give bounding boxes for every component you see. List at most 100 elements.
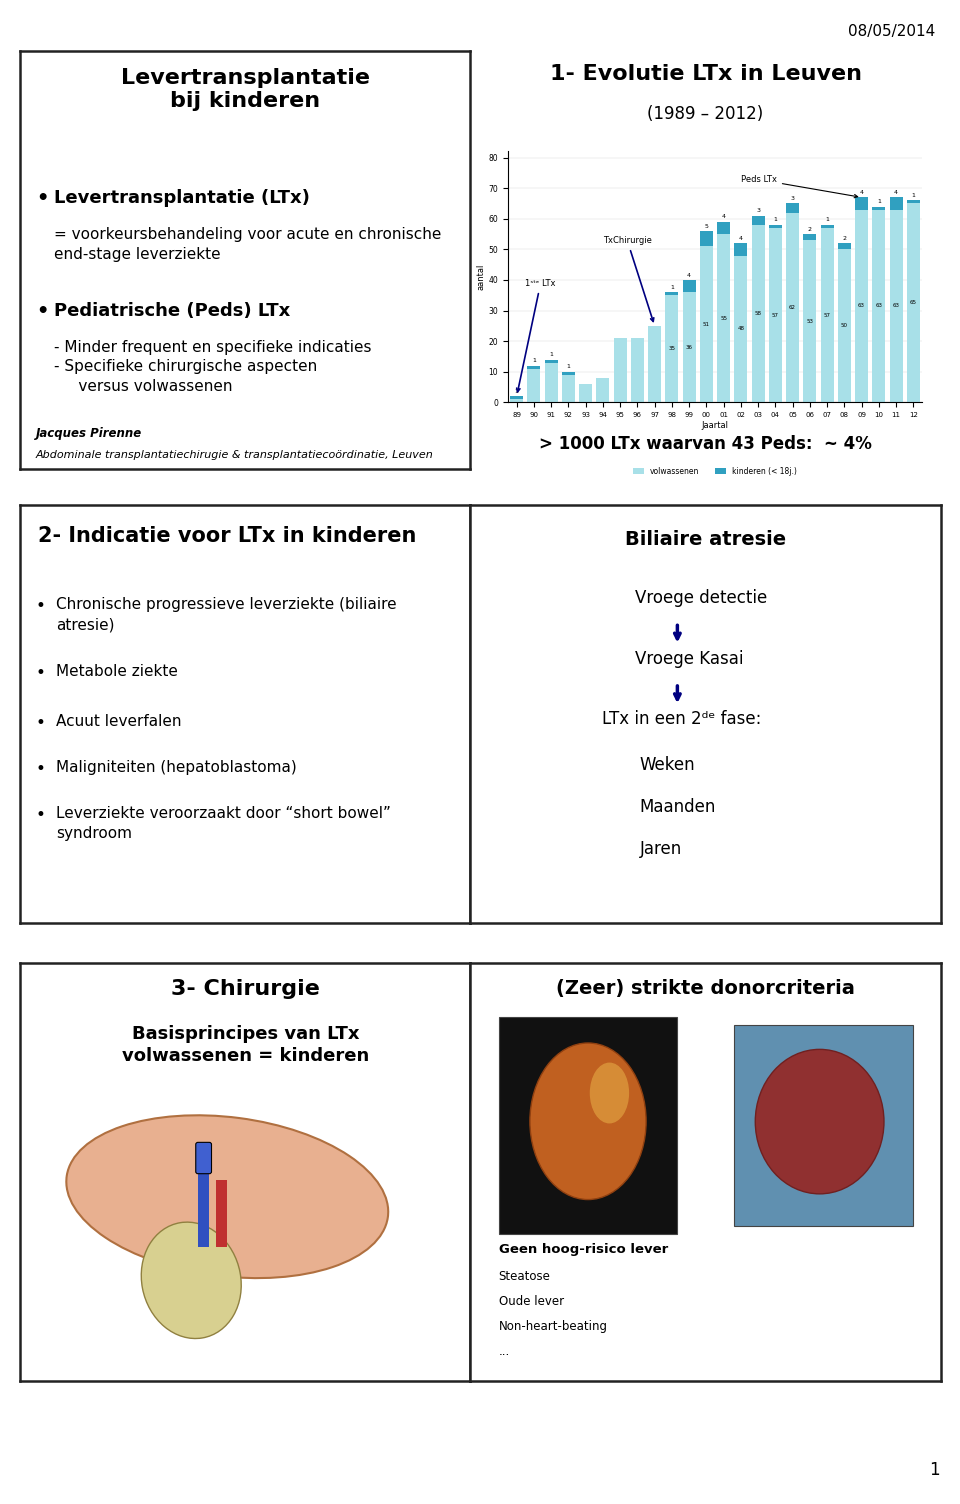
FancyBboxPatch shape [498, 1017, 678, 1235]
Text: 4: 4 [722, 215, 726, 220]
Text: 1ˢᵗᵉ LTx: 1ˢᵗᵉ LTx [516, 280, 556, 391]
X-axis label: Jaartal: Jaartal [702, 421, 729, 430]
Text: 63: 63 [893, 304, 900, 308]
Bar [821, 226, 833, 229]
Text: 50: 50 [841, 323, 848, 328]
Text: 36: 36 [685, 344, 692, 350]
Text: 55: 55 [720, 316, 727, 320]
Bar [838, 250, 851, 403]
Text: Levertransplantatie
bij kinderen: Levertransplantatie bij kinderen [121, 68, 370, 111]
Text: LTx in een 2ᵈᵉ fase:: LTx in een 2ᵈᵉ fase: [602, 710, 761, 728]
Bar [544, 362, 558, 403]
FancyBboxPatch shape [216, 1181, 228, 1247]
Bar [527, 368, 540, 403]
Bar [752, 215, 764, 226]
Bar [890, 197, 902, 209]
Text: Non-heart-beating: Non-heart-beating [498, 1321, 608, 1333]
Text: Leverziekte veroorzaakt door “short bowel”
syndroom: Leverziekte veroorzaakt door “short bowe… [57, 806, 391, 841]
Text: 1: 1 [876, 199, 881, 205]
Text: 35: 35 [668, 346, 676, 352]
Text: 62: 62 [789, 305, 796, 310]
Bar [769, 229, 781, 403]
Bar [890, 209, 902, 403]
Bar [683, 280, 696, 292]
Bar [786, 203, 799, 212]
Bar [648, 326, 661, 403]
Text: •: • [36, 761, 46, 779]
Bar [855, 209, 868, 403]
Text: Jacques Pirenne: Jacques Pirenne [36, 427, 142, 441]
Text: Maanden: Maanden [639, 799, 716, 817]
Text: Pediatrische (Peds) LTx: Pediatrische (Peds) LTx [54, 302, 290, 320]
Text: Acuut leverfalen: Acuut leverfalen [57, 714, 181, 729]
Bar [631, 338, 644, 403]
Text: Biliaire atresie: Biliaire atresie [625, 531, 786, 549]
Text: 1: 1 [515, 388, 518, 394]
Ellipse shape [141, 1223, 241, 1339]
Bar [838, 244, 851, 250]
Text: Vroege detectie: Vroege detectie [636, 590, 767, 608]
Text: Abdominale transplantatiechirugie & transplantatiecoördinatie, Leuven: Abdominale transplantatiechirugie & tran… [36, 450, 434, 460]
Ellipse shape [589, 1062, 629, 1123]
Bar [821, 229, 833, 403]
Text: 08/05/2014: 08/05/2014 [848, 24, 935, 39]
Text: 1- Evolutie LTx in Leuven: 1- Evolutie LTx in Leuven [549, 63, 861, 84]
Bar [855, 197, 868, 209]
Text: 1: 1 [774, 218, 778, 223]
Text: 58: 58 [755, 311, 761, 316]
Text: 63: 63 [876, 304, 882, 308]
Text: 4: 4 [687, 272, 691, 278]
Text: > 1000 LTx waarvan 43 Peds:  ~ 4%: > 1000 LTx waarvan 43 Peds: ~ 4% [540, 435, 872, 453]
FancyBboxPatch shape [733, 1026, 913, 1226]
Bar [613, 338, 627, 403]
Text: 1: 1 [826, 218, 829, 223]
Text: - Minder frequent en specifieke indicaties
- Specifieke chirurgische aspecten
  : - Minder frequent en specifieke indicati… [54, 340, 372, 394]
Text: Jaren: Jaren [639, 839, 682, 857]
Ellipse shape [236, 1161, 362, 1266]
Bar [734, 244, 747, 256]
Text: 5: 5 [705, 224, 708, 229]
Text: TxChirurgie: TxChirurgie [603, 236, 654, 322]
Bar [544, 359, 558, 362]
Text: 4: 4 [894, 190, 899, 196]
Text: 3: 3 [756, 208, 760, 214]
Text: 1: 1 [566, 364, 570, 370]
Text: Geen hoog-risico lever: Geen hoog-risico lever [498, 1242, 668, 1256]
Text: = voorkeursbehandeling voor acute en chronische
end-stage leverziekte: = voorkeursbehandeling voor acute en chr… [54, 227, 442, 262]
Bar [804, 241, 816, 403]
Text: •: • [36, 806, 46, 824]
Bar [665, 292, 679, 295]
Text: (1989 – 2012): (1989 – 2012) [647, 105, 764, 123]
Ellipse shape [66, 1116, 388, 1278]
Bar [665, 295, 679, 403]
Text: 4: 4 [859, 190, 864, 196]
Text: •: • [36, 190, 48, 208]
Text: 1: 1 [549, 352, 553, 356]
FancyBboxPatch shape [198, 1163, 209, 1247]
Bar [562, 374, 575, 403]
Text: Metabole ziekte: Metabole ziekte [57, 665, 178, 680]
Text: 1: 1 [911, 193, 915, 199]
Text: 4: 4 [739, 236, 743, 241]
Bar [907, 203, 920, 403]
Text: Weken: Weken [639, 757, 695, 775]
Text: 1: 1 [929, 1460, 940, 1478]
Text: 65: 65 [910, 301, 917, 305]
Text: 3- Chirurgie: 3- Chirurgie [171, 979, 320, 999]
Text: 53: 53 [806, 319, 813, 323]
Y-axis label: aantal: aantal [477, 263, 486, 290]
Text: Levertransplantatie (LTx): Levertransplantatie (LTx) [54, 190, 310, 208]
Ellipse shape [530, 1042, 646, 1200]
Text: 57: 57 [772, 313, 779, 317]
Text: 3: 3 [791, 196, 795, 202]
Bar [907, 200, 920, 203]
Text: (Zeer) strikte donorcriteria: (Zeer) strikte donorcriteria [556, 979, 855, 999]
Bar [873, 209, 885, 403]
Text: Steatose: Steatose [498, 1269, 550, 1283]
Bar [596, 378, 610, 403]
Legend: volwassenen, kinderen (< 18j.): volwassenen, kinderen (< 18j.) [630, 463, 801, 478]
Bar [804, 235, 816, 241]
FancyBboxPatch shape [196, 1143, 211, 1173]
Text: Chronische progressieve leverziekte (biliaire
atresie): Chronische progressieve leverziekte (bil… [57, 597, 396, 632]
Bar [752, 226, 764, 403]
